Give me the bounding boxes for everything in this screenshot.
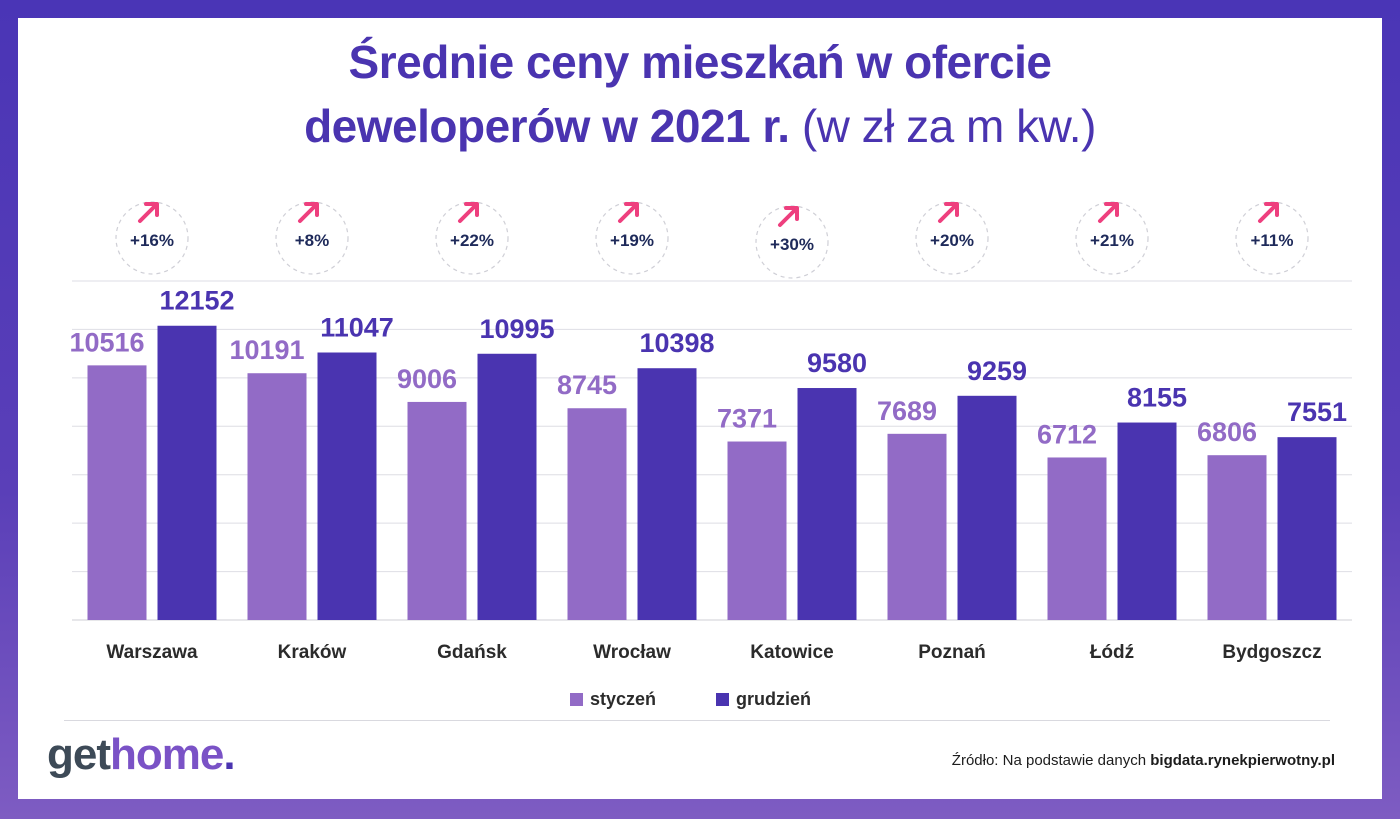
legend-label-styczen: styczeń	[590, 689, 656, 709]
change-badge-poznan: +20%	[915, 201, 989, 275]
category-label-bydgoszcz: Bydgoszcz	[1222, 642, 1321, 663]
change-badge-bydgoszcz: +11%	[1235, 201, 1309, 275]
value-label-grudzien-krakow: 11047	[320, 313, 394, 343]
legend-swatch-styczen	[570, 693, 583, 706]
source-note: Źródło: Na podstawie danych bigdata.ryne…	[952, 752, 1335, 769]
title-unit: (w zł za m kw.)	[801, 100, 1097, 152]
arrow-up-right-icon	[778, 206, 799, 227]
arrow-up-right-icon	[138, 202, 159, 223]
logo-dot: .	[223, 730, 235, 779]
change-badge-gdansk: +22%	[435, 201, 509, 275]
value-label-grudzien-gdansk: 10995	[479, 314, 554, 344]
change-badge-katowice: +30%	[755, 205, 829, 279]
chart-title: Średnie ceny mieszkań w ofercie dewelope…	[0, 30, 1400, 158]
change-badge-krakow: +8%	[275, 201, 349, 275]
change-badge-wroclaw: +19%	[595, 201, 669, 275]
change-label: +11%	[1250, 231, 1293, 250]
bar-styczen-lodz	[1047, 457, 1107, 620]
value-label-styczen-warszawa: 10516	[69, 327, 144, 357]
title-line-1: Średnie ceny mieszkań w ofercie	[348, 36, 1052, 88]
value-label-styczen-bydgoszcz: 6806	[1197, 417, 1257, 447]
category-label-wroclaw: Wrocław	[593, 642, 671, 663]
value-label-grudzien-lodz: 8155	[1127, 383, 1187, 413]
value-label-styczen-poznan: 7689	[877, 396, 937, 426]
value-label-grudzien-wroclaw: 10398	[639, 328, 714, 358]
bar-styczen-bydgoszcz	[1207, 455, 1267, 620]
bar-grudzien-poznan	[957, 395, 1017, 620]
value-label-styczen-katowice: 7371	[717, 404, 777, 434]
logo-home: home	[110, 730, 224, 779]
bar-grudzien-bydgoszcz	[1277, 437, 1337, 620]
value-label-styczen-wroclaw: 8745	[557, 370, 617, 400]
bar-grudzien-lodz	[1117, 422, 1177, 620]
footer-divider	[64, 720, 1330, 721]
bar-styczen-warszawa	[87, 365, 147, 620]
category-label-warszawa: Warszawa	[106, 642, 198, 663]
bar-grudzien-warszawa	[157, 325, 217, 620]
change-label: +21%	[1090, 231, 1134, 250]
change-label: +20%	[930, 231, 974, 250]
bar-styczen-poznan	[887, 433, 947, 620]
change-badge-lodz: +21%	[1075, 201, 1149, 275]
change-badge-warszawa: +16%	[115, 201, 189, 275]
value-label-grudzien-bydgoszcz: 7551	[1287, 397, 1347, 427]
change-label: +22%	[450, 231, 494, 250]
bar-grudzien-katowice	[797, 388, 857, 620]
logo-get: get	[47, 730, 111, 779]
category-label-katowice: Katowice	[750, 642, 833, 663]
category-label-lodz: Łódź	[1090, 642, 1134, 663]
bar-grudzien-wroclaw	[637, 368, 697, 620]
source-prefix: Źródło: Na podstawie danych	[951, 752, 1147, 769]
category-label-gdansk: Gdańsk	[437, 642, 507, 663]
bar-styczen-gdansk	[407, 401, 467, 620]
value-label-grudzien-warszawa: 12152	[159, 286, 234, 316]
bar-grudzien-gdansk	[477, 353, 537, 620]
title-bold-part: deweloperów w 2021 r.	[304, 100, 790, 152]
arrow-up-right-icon	[618, 202, 639, 223]
change-label: +30%	[770, 235, 814, 254]
bar-grudzien-krakow	[317, 352, 377, 620]
category-label-krakow: Kraków	[278, 642, 347, 663]
change-label: +19%	[610, 231, 654, 250]
title-line-2: deweloperów w 2021 r. (w zł za m kw.)	[0, 94, 1400, 158]
bar-styczen-krakow	[247, 373, 307, 620]
legend-swatch-grudzien	[716, 693, 729, 706]
category-label-poznan: Poznań	[918, 642, 986, 663]
value-label-styczen-lodz: 6712	[1037, 419, 1097, 449]
source-link: bigdata.rynekpierwotny.pl	[1150, 752, 1335, 769]
arrow-up-right-icon	[298, 202, 319, 223]
change-label: +8%	[295, 231, 330, 250]
value-label-styczen-gdansk: 9006	[397, 364, 457, 394]
value-label-grudzien-katowice: 9580	[807, 348, 867, 378]
arrow-up-right-icon	[1258, 202, 1279, 223]
bar-styczen-katowice	[727, 441, 787, 620]
bar-styczen-wroclaw	[567, 408, 627, 620]
arrow-up-right-icon	[1098, 202, 1119, 223]
arrow-up-right-icon	[938, 202, 959, 223]
change-label: +16%	[130, 231, 174, 250]
value-label-styczen-krakow: 10191	[229, 335, 304, 365]
chart-card	[18, 18, 1382, 799]
value-label-grudzien-poznan: 9259	[967, 356, 1027, 386]
arrow-up-right-icon	[458, 202, 479, 223]
gethome-logo: gethome.	[47, 730, 236, 780]
legend-label-grudzien: grudzień	[736, 689, 811, 709]
